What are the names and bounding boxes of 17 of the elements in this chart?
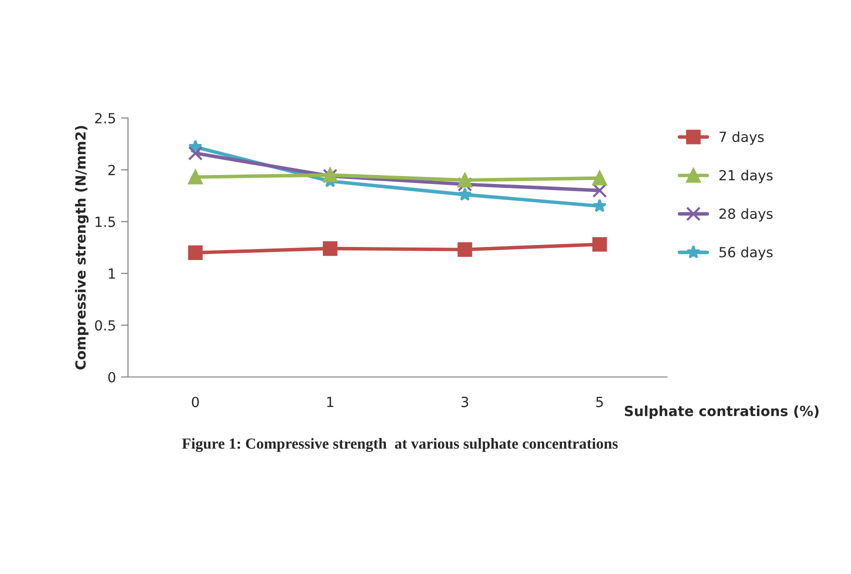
y-tick-label: 1.5 [96, 216, 115, 228]
legend-label: 7 days [720, 131, 764, 145]
legend-label: 21 days [719, 170, 773, 184]
x-axis-title: Sulphate contrations (%) [624, 405, 818, 419]
x-tick-label: 1 [327, 396, 334, 407]
y-tick-label: 2.5 [95, 112, 115, 124]
y-tick-label: 2 [108, 164, 115, 176]
caption: Figure 1: Compressive strength at various sulphate concentrations [182, 438, 618, 452]
x-tick-label: 3 [462, 396, 468, 408]
y-tick-label: 1 [108, 268, 115, 279]
y-tick-label: 0.5 [95, 320, 115, 331]
y-axis-title: Compressive strength (N/mm2) [75, 126, 89, 370]
x-tick-label: 0 [192, 396, 199, 408]
x-tick-label: 5 [596, 396, 603, 408]
legend-label: 56 days [719, 246, 773, 260]
y-tick-label: 0 [108, 372, 116, 382]
legend-label: 28 days [719, 208, 773, 222]
